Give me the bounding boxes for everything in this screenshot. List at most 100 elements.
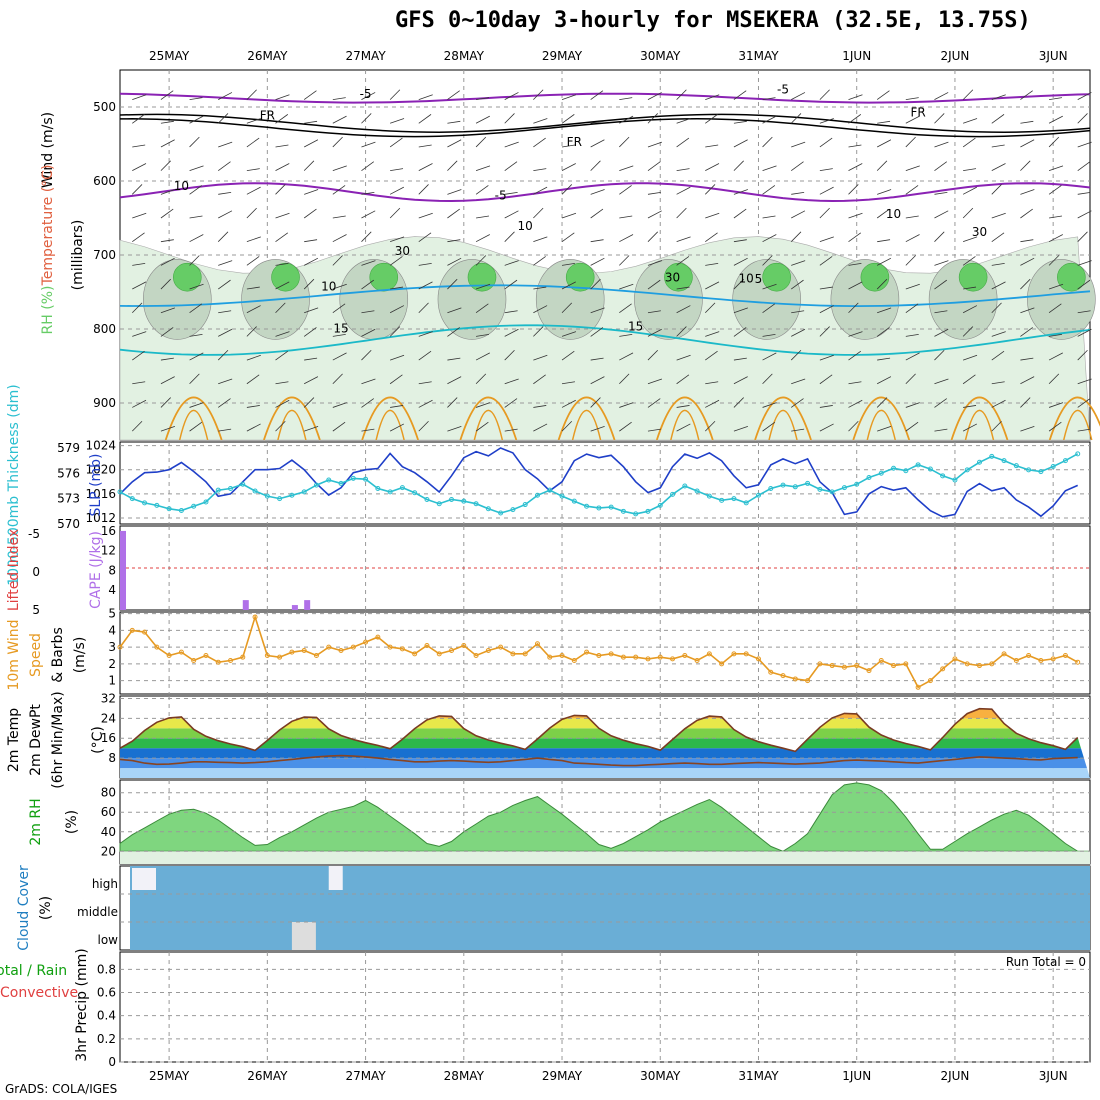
wind-barb bbox=[246, 168, 260, 172]
wind-barb bbox=[189, 165, 204, 172]
wind-barb bbox=[705, 232, 718, 243]
wind-speed-line-point-61 bbox=[866, 668, 872, 674]
thickness-line-point-2 bbox=[142, 500, 148, 506]
wind-barb bbox=[619, 421, 632, 432]
wind-barb bbox=[791, 92, 806, 100]
wind-barb bbox=[762, 402, 777, 408]
rh-contour-70-9 bbox=[1057, 262, 1086, 292]
wind-barb bbox=[131, 420, 143, 432]
ylabel-temp-0: 2m Temp bbox=[6, 708, 22, 772]
wind-barb bbox=[590, 120, 604, 124]
wind-barb bbox=[389, 374, 403, 385]
isotherm-warm-inner-3 bbox=[473, 409, 504, 441]
wind-barb bbox=[561, 232, 575, 243]
wind-barb bbox=[991, 331, 1006, 337]
isotherm-freezing-b bbox=[119, 118, 1091, 138]
wind-barb bbox=[905, 303, 919, 314]
wind-barb bbox=[619, 303, 632, 314]
wind-barb bbox=[418, 350, 432, 361]
wind-speed-line-point-18 bbox=[338, 647, 344, 653]
isotherm-label-1: -5 bbox=[777, 83, 789, 97]
wind-barb bbox=[905, 234, 920, 243]
ylabel-precip: 3hr Precip (mm) bbox=[74, 948, 90, 1061]
thickness-line-point-63 bbox=[891, 465, 897, 471]
wind-barb bbox=[246, 305, 261, 314]
wind-speed-line-point-24 bbox=[412, 651, 418, 657]
thickness-line-point-61 bbox=[866, 475, 872, 481]
wind-speed-line-point-69 bbox=[964, 661, 970, 667]
wind-barb bbox=[1077, 210, 1092, 219]
wind-barb bbox=[189, 115, 204, 124]
wind-barb bbox=[1020, 208, 1033, 219]
wind-speed-line-point-43 bbox=[645, 656, 651, 662]
wind-barb bbox=[447, 376, 462, 385]
ylabel-wind: Wind (m/s) bbox=[40, 112, 56, 188]
rh-contour-70-7 bbox=[860, 262, 890, 292]
wind-barb bbox=[218, 191, 232, 195]
wind-barb bbox=[905, 373, 916, 385]
wind-barb bbox=[791, 378, 806, 385]
wind-barb bbox=[905, 255, 916, 266]
wind-barb bbox=[533, 423, 548, 432]
wind-barb bbox=[704, 420, 716, 432]
wind-barb bbox=[962, 89, 974, 100]
wind-barb bbox=[791, 310, 805, 314]
wind-barb bbox=[876, 90, 890, 100]
wind-barb bbox=[132, 350, 145, 361]
wind-barb bbox=[876, 139, 892, 148]
wind-speed-line-point-75 bbox=[1038, 658, 1044, 664]
thickness-tick-1: 573 bbox=[57, 492, 80, 506]
wind-barb bbox=[905, 165, 920, 172]
wind-barb bbox=[876, 376, 892, 385]
wind-speed-line-point-7 bbox=[203, 653, 209, 659]
ylabel-temperature: Temperature (°C) bbox=[40, 165, 56, 287]
cloud-gap-high bbox=[132, 868, 156, 890]
wind-barb bbox=[303, 397, 315, 408]
cape-bar-1 bbox=[242, 600, 249, 610]
wind-barb bbox=[361, 191, 375, 195]
wind-barb bbox=[131, 302, 143, 314]
wind-barb bbox=[733, 397, 744, 408]
wind-barb bbox=[1048, 115, 1063, 124]
wind-barb bbox=[705, 94, 720, 100]
cloud-gap-low bbox=[291, 922, 316, 950]
wind-barb bbox=[303, 257, 319, 266]
wind-barb bbox=[218, 378, 233, 385]
wind-speed-line-point-0 bbox=[117, 644, 123, 650]
wind-barb bbox=[361, 328, 376, 337]
wind-barb bbox=[389, 207, 401, 219]
thickness-line-point-71 bbox=[989, 453, 995, 459]
wind-barb bbox=[218, 260, 233, 266]
thickness-line-point-5 bbox=[178, 507, 184, 513]
wind-speed-line-point-48 bbox=[706, 651, 712, 657]
wind-barb bbox=[819, 89, 830, 100]
wind-barb bbox=[991, 381, 1005, 385]
wind-speed-line-point-26 bbox=[436, 651, 442, 657]
wind-barb bbox=[905, 352, 920, 361]
temp-line bbox=[119, 707, 1079, 753]
wind-barb bbox=[504, 92, 519, 100]
wind-speed-line-point-64 bbox=[903, 661, 909, 667]
wind-barb bbox=[762, 255, 773, 266]
rh-contour-70-6 bbox=[762, 262, 791, 292]
thickness-line-point-6 bbox=[191, 503, 197, 509]
isotherm-label-9: 15 bbox=[628, 319, 643, 333]
wind-barb bbox=[361, 310, 375, 314]
wind-barb bbox=[389, 354, 405, 361]
ylabel-temp-units: (°C) bbox=[90, 726, 106, 754]
wind-barb bbox=[762, 97, 776, 100]
wind-barb bbox=[762, 185, 776, 195]
wind-barb bbox=[590, 90, 604, 100]
wind-speed-line-point-74 bbox=[1026, 653, 1032, 659]
thickness-line-point-20 bbox=[363, 476, 369, 482]
thickness-line-point-38 bbox=[584, 503, 590, 509]
thickness-line-point-1 bbox=[129, 496, 135, 502]
time-tick-top-8: 2JUN bbox=[940, 49, 969, 63]
wind-barb bbox=[189, 97, 203, 100]
thickness-line-point-27 bbox=[449, 496, 455, 502]
time-tick-top-9: 3JUN bbox=[1039, 49, 1068, 63]
thickness-line-point-33 bbox=[522, 502, 528, 508]
wind-speed-line-point-22 bbox=[387, 644, 393, 650]
wind-barb bbox=[160, 120, 174, 124]
wind-barb bbox=[246, 236, 261, 243]
